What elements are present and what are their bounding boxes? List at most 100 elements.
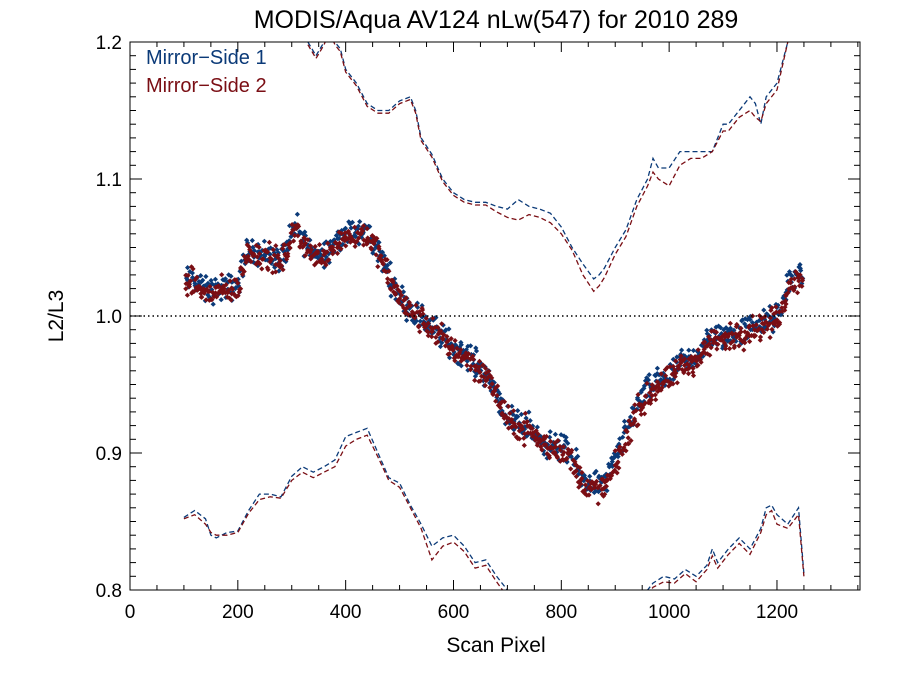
data-point (297, 244, 303, 250)
data-point (353, 234, 359, 240)
data-point (609, 463, 615, 469)
data-point (570, 457, 576, 463)
data-point (285, 246, 291, 252)
data-point (241, 253, 247, 259)
data-point (439, 340, 445, 346)
data-point (447, 355, 453, 361)
data-point (681, 356, 688, 362)
data-point (723, 325, 729, 331)
data-point (731, 343, 738, 349)
x-tick-label: 200 (222, 602, 254, 623)
data-point (561, 449, 567, 455)
data-point (225, 290, 231, 296)
data-point (557, 443, 563, 450)
data-point (373, 252, 379, 258)
data-point (543, 433, 550, 440)
data-point (357, 219, 363, 225)
data-point (544, 455, 550, 461)
data-point (198, 294, 204, 300)
data-point (572, 461, 579, 467)
data-point (713, 324, 719, 330)
data-point (493, 398, 499, 404)
data-point (274, 247, 280, 253)
data-point (726, 331, 732, 337)
data-point (205, 280, 211, 286)
data-point (649, 393, 655, 399)
data-point (757, 334, 764, 340)
data-point (368, 245, 374, 251)
data-point (607, 476, 613, 482)
data-point (725, 334, 731, 340)
data-point (690, 369, 696, 375)
data-point (226, 272, 232, 278)
data-point (613, 463, 619, 469)
data-point (591, 489, 597, 496)
x-tick-label: 1200 (756, 602, 798, 623)
data-point (380, 261, 386, 267)
data-point (641, 383, 647, 389)
data-point (775, 323, 781, 329)
data-point (682, 353, 688, 359)
data-point (371, 241, 377, 247)
data-point (649, 382, 655, 388)
data-point (403, 295, 409, 301)
data-point (784, 272, 790, 278)
data-point (621, 445, 627, 451)
data-point (238, 265, 244, 271)
data-point (312, 247, 318, 253)
data-point (597, 483, 603, 489)
data-point (547, 434, 553, 440)
data-point (764, 326, 770, 332)
data-point (470, 353, 476, 359)
data-point (454, 352, 460, 358)
data-point (642, 400, 648, 406)
data-point (440, 322, 446, 328)
data-point (287, 245, 293, 251)
data-point (321, 252, 327, 258)
data-point (728, 328, 734, 334)
data-point (673, 358, 679, 364)
y-tick-label: 1.2 (96, 33, 122, 54)
data-point (699, 350, 705, 356)
data-point (554, 455, 560, 461)
data-point (482, 382, 488, 389)
data-point (447, 351, 453, 357)
data-point (456, 351, 462, 358)
data-point (487, 376, 493, 382)
data-point (208, 296, 214, 302)
data-point (606, 461, 612, 467)
data-point (289, 222, 295, 228)
data-point (614, 470, 620, 476)
data-point (495, 389, 501, 395)
data-point (512, 416, 518, 422)
data-point (669, 371, 675, 377)
data-point (385, 280, 391, 286)
data-point (631, 406, 637, 412)
data-point (638, 407, 644, 413)
data-point (515, 414, 521, 420)
data-point (511, 408, 517, 414)
data-point (281, 242, 287, 248)
data-point (636, 401, 642, 407)
data-point (292, 220, 298, 227)
data-point (573, 473, 579, 480)
data-point (233, 277, 239, 283)
y-tick-label: 0.8 (96, 581, 122, 602)
data-point (546, 453, 552, 459)
data-point (638, 411, 644, 417)
data-point (476, 360, 482, 366)
data-point (227, 278, 233, 284)
data-point (757, 337, 763, 343)
data-point (506, 425, 512, 431)
data-point (749, 320, 756, 326)
data-point (419, 307, 426, 313)
data-point (221, 286, 227, 292)
data-point (644, 380, 650, 386)
data-point (653, 384, 659, 390)
data-point (343, 243, 349, 249)
data-point (366, 238, 372, 244)
data-point (775, 311, 781, 317)
data-point (672, 367, 678, 373)
data-point (381, 268, 387, 274)
data-point (423, 315, 429, 321)
